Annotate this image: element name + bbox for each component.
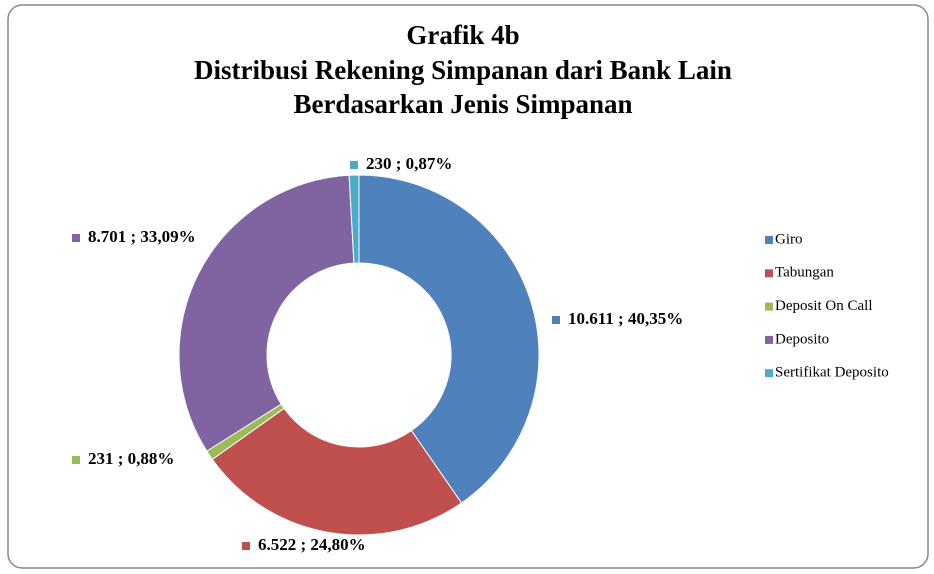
- legend-key: [765, 236, 773, 244]
- data-label: 6.522 ; 24,80%: [258, 535, 366, 554]
- legend-key: [765, 302, 773, 311]
- legend-key: [765, 335, 773, 344]
- data-label-key: [72, 456, 80, 464]
- legend-key: [765, 269, 773, 278]
- data-label: 231 ; 0,88%: [88, 449, 174, 468]
- data-label-key: [350, 161, 358, 169]
- chart-subtitle: Berdasarkan Jenis Simpanan: [293, 89, 632, 119]
- donut-slice: [211, 407, 463, 536]
- legend-key: [765, 369, 773, 378]
- legend-label: Deposit On Call: [775, 298, 873, 314]
- donut-slice: [358, 174, 540, 504]
- chart-title: Grafik 4b: [406, 20, 519, 50]
- data-label-key: [552, 316, 560, 324]
- legend-label: Deposito: [775, 331, 829, 347]
- data-label: 8.701 ; 33,09%: [88, 227, 196, 246]
- legend-label: Sertifikat Deposito: [775, 365, 889, 381]
- legend-label: Giro: [775, 231, 803, 247]
- donut-slice: [178, 174, 355, 452]
- data-label-key: [72, 234, 80, 242]
- data-label: 230 ; 0,87%: [366, 154, 452, 173]
- donut-slice: [348, 174, 360, 264]
- data-label: 10.611 ; 40,35%: [568, 309, 683, 328]
- legend-label: Tabungan: [775, 265, 834, 281]
- data-label-key: [242, 542, 250, 550]
- chart-subtitle: Distribusi Rekening Simpanan dari Bank L…: [194, 55, 732, 85]
